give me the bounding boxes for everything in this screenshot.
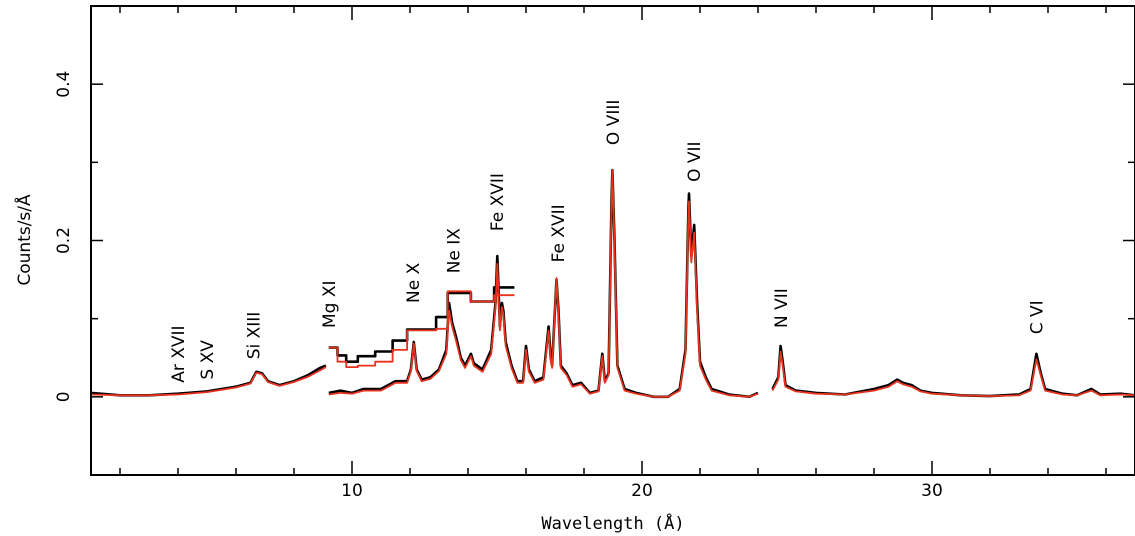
series-1-segment-0 xyxy=(90,366,327,397)
line-label-0: Ar XVII xyxy=(169,325,189,382)
series-layer xyxy=(90,168,1135,399)
line-label-6: Fe XVII xyxy=(488,173,508,231)
series-1-segment-2 xyxy=(328,169,759,398)
y-tick-label-2: 0.4 xyxy=(54,71,74,98)
line-label-10: N VII xyxy=(772,288,792,328)
x-tick-label-1: 20 xyxy=(631,481,653,501)
y-tick-label-1: 0.2 xyxy=(54,227,74,254)
line-label-5: Ne IX xyxy=(445,228,465,274)
series-1-segment-3 xyxy=(771,350,1135,397)
line-label-8: O VIII xyxy=(604,100,624,145)
line-label-3: Mg XI xyxy=(320,280,340,328)
line-labels-layer: Ar XVII S XV Si XIII Mg XI Ne X Ne IX Fe XVII F… xyxy=(169,100,1047,383)
ticks-layer: 10 20 30 0 0.2 0.4 xyxy=(54,5,1135,501)
line-label-1: S XV xyxy=(198,340,218,380)
line-label-4: Ne X xyxy=(404,262,424,303)
x-axis-title: Wavelength (Å) xyxy=(541,512,684,534)
line-label-7: Fe XVII xyxy=(549,204,569,262)
line-label-11: C VI xyxy=(1027,300,1047,334)
x-tick-label-0: 10 xyxy=(341,481,363,501)
line-label-2: Si XIII xyxy=(244,312,264,360)
line-label-9: O VII xyxy=(685,141,705,181)
x-tick-label-2: 30 xyxy=(921,481,943,501)
series-1-segment-1 xyxy=(328,290,515,368)
y-tick-label-0: 0 xyxy=(54,391,74,402)
y-axis-title: Counts/s/Å xyxy=(13,194,35,286)
